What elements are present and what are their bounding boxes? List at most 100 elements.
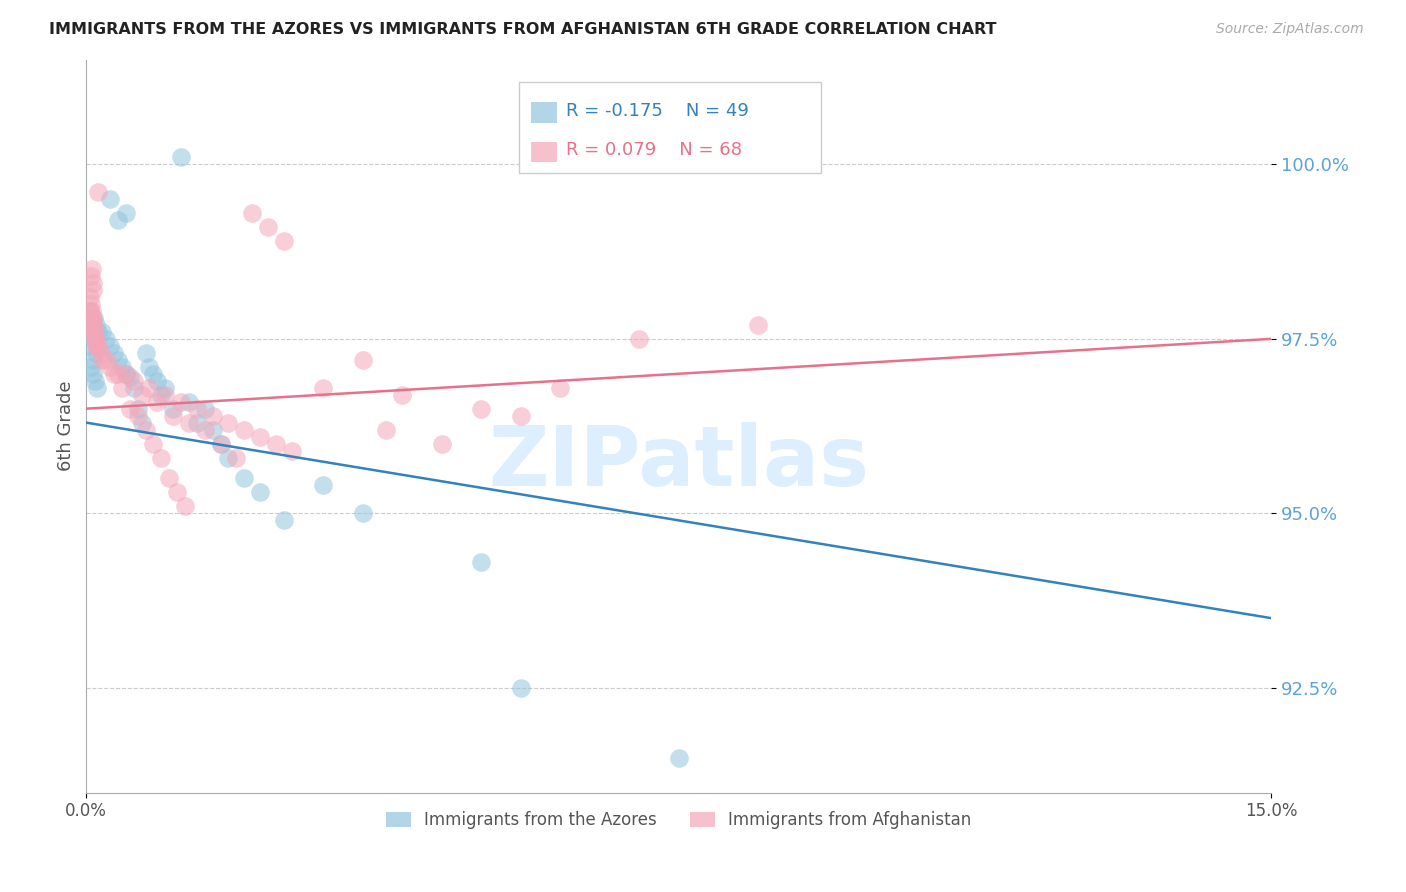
Point (264, 436, 287, 450)
Point (91, 352, 114, 367)
Point (217, 416, 239, 430)
Point (122, 374, 145, 388)
Point (470, 555, 492, 569)
Point (82, 367, 104, 381)
Point (257, 220, 280, 235)
Point (86, 339, 108, 353)
Point (201, 409, 224, 423)
Point (118, 401, 141, 416)
Point (84, 346, 107, 360)
Point (312, 478, 335, 492)
Point (80, 304, 103, 318)
Point (150, 450, 173, 465)
Point (150, 388, 173, 402)
Point (142, 436, 165, 450)
Point (87, 186, 110, 200)
Point (103, 367, 125, 381)
Point (131, 388, 153, 402)
Point (84, 339, 107, 353)
Point (111, 381, 134, 395)
Point (352, 352, 374, 367)
Point (375, 423, 398, 437)
Point (94, 332, 117, 346)
Point (430, 436, 453, 450)
Point (122, 381, 145, 395)
FancyBboxPatch shape (519, 81, 821, 173)
Point (138, 381, 160, 395)
Point (86, 381, 108, 395)
Point (548, 381, 571, 395)
Point (146, 374, 169, 388)
Point (177, 416, 200, 430)
Point (131, 416, 153, 430)
Point (138, 359, 160, 374)
Point (114, 206, 136, 220)
Point (83, 325, 105, 339)
Point (225, 450, 247, 465)
Point (146, 394, 169, 409)
Point (233, 471, 256, 485)
Point (170, 394, 193, 409)
Text: R = -0.175    N = 49: R = -0.175 N = 49 (567, 102, 749, 120)
Text: R = 0.079    N = 68: R = 0.079 N = 68 (567, 141, 742, 160)
Point (127, 401, 149, 416)
Point (82, 318, 104, 332)
Point (155, 381, 177, 395)
Point (89, 346, 111, 360)
Point (135, 346, 157, 360)
Point (79, 304, 101, 318)
Point (166, 485, 188, 500)
Point (470, 401, 492, 416)
Point (186, 416, 208, 430)
Text: IMMIGRANTS FROM THE AZORES VS IMMIGRANTS FROM AFGHANISTAN 6TH GRADE CORRELATION : IMMIGRANTS FROM THE AZORES VS IMMIGRANTS… (49, 22, 997, 37)
Point (162, 401, 184, 416)
Point (118, 370, 141, 384)
Point (87, 339, 110, 353)
Point (84, 318, 107, 332)
Point (98, 339, 121, 353)
Point (87, 325, 110, 339)
Point (79, 304, 101, 318)
Text: ZIPatlas: ZIPatlas (488, 422, 869, 503)
Point (668, 750, 690, 764)
Point (170, 150, 193, 164)
Point (82, 310, 104, 325)
Point (91, 325, 114, 339)
Bar (530, 142, 557, 162)
Point (352, 507, 374, 521)
Point (111, 359, 134, 374)
Legend: Immigrants from the Azores, Immigrants from Afghanistan: Immigrants from the Azores, Immigrants f… (380, 805, 979, 836)
Point (201, 423, 224, 437)
Point (273, 513, 295, 527)
Point (82, 352, 104, 367)
Point (209, 436, 232, 450)
Point (83, 332, 105, 346)
Point (83, 325, 105, 339)
Point (84, 332, 107, 346)
Point (186, 401, 208, 416)
Point (114, 367, 136, 381)
Point (107, 213, 129, 227)
Point (80, 262, 103, 277)
Point (280, 443, 302, 458)
Point (98, 192, 121, 206)
Point (155, 388, 177, 402)
Point (249, 429, 271, 443)
Point (127, 409, 149, 423)
Point (98, 359, 121, 374)
Point (79, 310, 101, 325)
Point (217, 450, 239, 465)
Point (80, 297, 103, 311)
Point (142, 367, 165, 381)
Point (157, 471, 180, 485)
Point (107, 352, 129, 367)
Point (194, 423, 217, 437)
Point (82, 318, 104, 332)
Point (80, 268, 103, 283)
Point (83, 310, 105, 325)
Point (747, 318, 769, 332)
Point (240, 206, 263, 220)
Point (82, 283, 104, 297)
Point (94, 352, 117, 367)
Point (84, 332, 107, 346)
